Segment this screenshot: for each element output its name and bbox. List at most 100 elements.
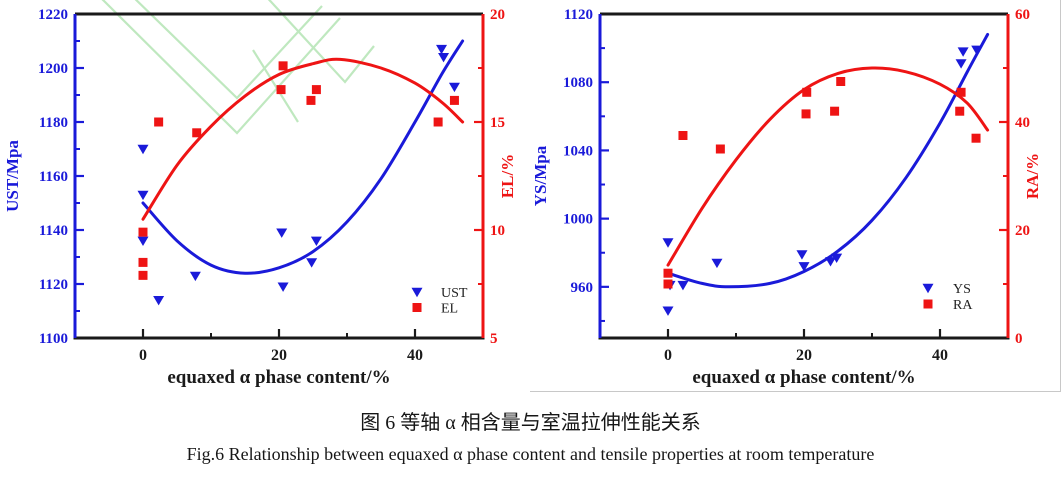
series-el xyxy=(138,57,465,280)
ra-point xyxy=(836,77,846,86)
right-axis: 0 20 40 60 RA/% xyxy=(999,7,1042,347)
legend-label-ys: YS xyxy=(953,282,971,297)
el-fit-curve xyxy=(141,57,465,221)
right-axis: 5 10 15 20 EL/% xyxy=(474,7,517,347)
ust-point xyxy=(310,236,322,246)
left-tick-label: 1180 xyxy=(39,115,68,131)
left-axis: 960 1000 1040 1080 1120 YS/Mpa xyxy=(531,7,609,322)
x-tick-label: 20 xyxy=(796,347,812,364)
ra-fit-curve xyxy=(666,66,990,267)
ra-point xyxy=(955,106,965,116)
left-tick-label: 1040 xyxy=(563,143,593,159)
ys-point xyxy=(825,257,837,267)
watermark-pattern xyxy=(101,0,375,135)
ust-point xyxy=(137,144,149,155)
ra-point xyxy=(678,131,688,140)
x-axis: 0 20 40 equaxed α phase content/% xyxy=(139,329,423,388)
legend-ust-marker xyxy=(411,287,423,298)
caption-english: Fig.6 Relationship between equaxed α pha… xyxy=(186,444,875,464)
x-tick-label: 20 xyxy=(271,347,287,364)
el-point xyxy=(138,227,148,237)
el-point xyxy=(278,61,288,71)
left-tick-label: 1120 xyxy=(564,7,593,23)
right-tick-label: 15 xyxy=(490,115,505,131)
ys-point xyxy=(796,250,808,260)
x-tick-label: 40 xyxy=(932,347,948,364)
ra-point xyxy=(971,133,981,143)
left-tick-label: 1100 xyxy=(39,331,68,347)
el-point xyxy=(192,128,202,138)
ust-point xyxy=(436,44,448,55)
el-point xyxy=(433,117,443,127)
el-point xyxy=(138,257,148,267)
ust-point xyxy=(137,236,149,246)
left-axis-title: YS/Mpa xyxy=(531,145,550,206)
ra-point xyxy=(715,144,725,154)
right-axis-title: EL/% xyxy=(498,154,517,198)
right-tick-label: 60 xyxy=(1015,7,1030,23)
ys-ra-chart: 0 20 40 equaxed α phase content/% 960 1000 104… xyxy=(531,7,1042,388)
left-tick-label: 1200 xyxy=(38,61,68,77)
right-tick-label: 40 xyxy=(1015,115,1030,131)
left-tick-label: 1220 xyxy=(38,7,68,23)
legend-ys-marker xyxy=(922,283,934,294)
ys-point xyxy=(957,47,969,57)
left-tick-label: 1140 xyxy=(39,223,68,239)
left-tick-label: 1000 xyxy=(563,212,593,228)
ust-point xyxy=(189,271,201,282)
x-axis-title: equaxed α phase content/% xyxy=(692,367,915,388)
left-tick-label: 960 xyxy=(571,280,594,296)
ust-point xyxy=(153,296,165,306)
el-point xyxy=(154,117,164,127)
series-ust xyxy=(137,39,465,306)
charts-row: 0 20 40 equaxed α phase content/% 1100 1120 11… xyxy=(0,0,1061,392)
legend-label-ust: UST xyxy=(441,286,468,301)
right-axis-title: RA/% xyxy=(1023,153,1042,199)
caption-chinese: 图 6 等轴 α 相含量与室温拉伸性能关系 xyxy=(360,412,701,434)
left-axis: 1100 1120 1140 1160 1180 1200 1220 UST/Mpa xyxy=(3,7,84,347)
right-tick-label: 10 xyxy=(490,223,505,239)
x-axis-title: equaxed α phase content/% xyxy=(167,367,390,388)
ys-point xyxy=(955,59,967,69)
ust-point xyxy=(277,282,289,292)
right-tick-label: 5 xyxy=(490,331,498,347)
right-tick-label: 20 xyxy=(490,7,505,23)
ys-point xyxy=(662,306,674,316)
ust-point xyxy=(306,258,318,268)
ust-fit-curve xyxy=(141,39,465,275)
legend-label-el: EL xyxy=(441,302,458,317)
ys-point xyxy=(831,253,843,264)
chart-panel-ys-ra: 0 20 40 equaxed α phase content/% 960 1000 104… xyxy=(530,0,1061,392)
ys-fit-curve xyxy=(666,33,990,289)
ys-point xyxy=(677,280,689,291)
ra-point xyxy=(663,279,673,289)
x-tick-label: 0 xyxy=(139,347,147,364)
x-axis: 0 20 40 equaxed α phase content/% xyxy=(664,329,948,388)
ys-point xyxy=(711,258,723,269)
right-tick-label: 0 xyxy=(1015,331,1023,347)
left-axis-title: UST/Mpa xyxy=(3,140,22,212)
left-tick-label: 1120 xyxy=(39,277,68,293)
el-point xyxy=(311,85,321,95)
ys-point xyxy=(662,238,674,248)
left-tick-label: 1160 xyxy=(39,169,68,185)
ys-point xyxy=(798,262,810,272)
x-tick-label: 40 xyxy=(407,347,423,364)
series-ra xyxy=(663,66,990,289)
el-point xyxy=(138,270,148,280)
chart-panel-ust-el: 0 20 40 equaxed α phase content/% 1100 1120 11… xyxy=(0,0,530,392)
ust-point xyxy=(448,82,460,93)
el-point xyxy=(276,85,286,95)
el-point xyxy=(449,95,459,105)
ust-point xyxy=(137,190,149,201)
x-tick-label: 0 xyxy=(664,347,672,364)
ra-point xyxy=(830,106,840,116)
right-tick-label: 20 xyxy=(1015,223,1030,239)
ra-point xyxy=(663,268,673,278)
legend-ra-marker xyxy=(923,299,933,309)
ust-point xyxy=(438,53,450,63)
